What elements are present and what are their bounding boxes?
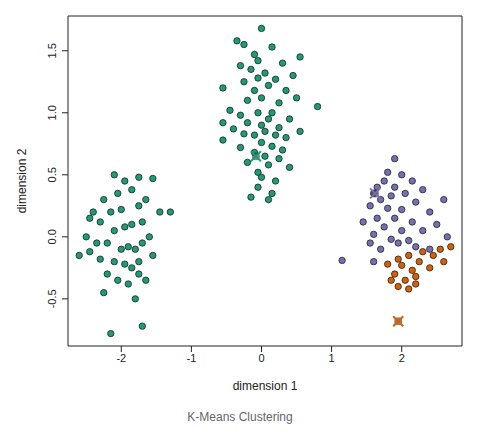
svg-text:dimension 1: dimension 1 — [233, 379, 298, 393]
svg-text:0.5: 0.5 — [46, 167, 58, 182]
svg-text:dimension 2: dimension 2 — [15, 148, 29, 213]
svg-text:2: 2 — [399, 352, 405, 364]
svg-text:-2: -2 — [116, 352, 126, 364]
svg-text:0: 0 — [258, 352, 264, 364]
svg-text:1.0: 1.0 — [46, 105, 58, 120]
svg-text:0.0: 0.0 — [46, 229, 58, 244]
html-text:K-Means Clustering: K-Means Clustering — [187, 410, 293, 424]
svg-text:-1: -1 — [186, 352, 196, 364]
svg-text:1: 1 — [329, 352, 335, 364]
svg-text:1.5: 1.5 — [46, 43, 58, 58]
svg-text:-0.5: -0.5 — [46, 289, 58, 308]
